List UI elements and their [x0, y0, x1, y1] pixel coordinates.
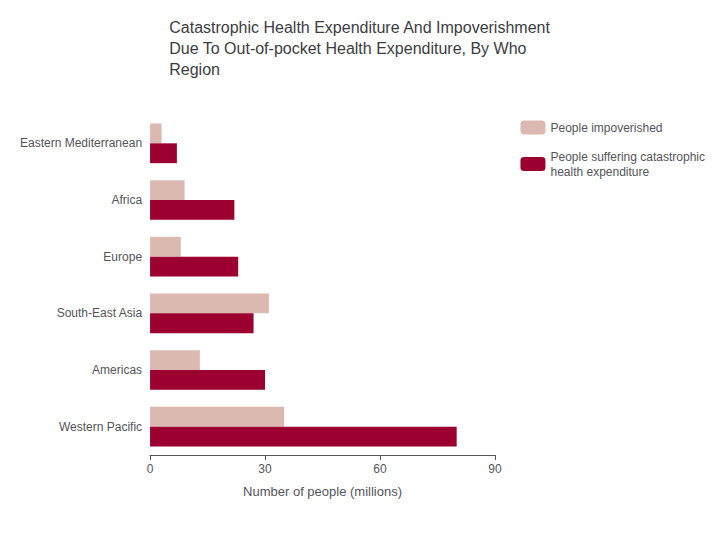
svg-text:0: 0: [147, 462, 154, 476]
svg-text:Number of people (millions): Number of people (millions): [243, 484, 402, 499]
svg-text:Europe: Europe: [103, 250, 142, 264]
svg-text:90: 90: [488, 462, 502, 476]
svg-text:South-East Asia: South-East Asia: [57, 306, 143, 320]
svg-text:60: 60: [373, 462, 387, 476]
svg-text:health expenditure: health expenditure: [550, 165, 649, 179]
svg-text:Eastern Mediterranean: Eastern Mediterranean: [20, 136, 142, 150]
svg-text:Due To Out-of-pocket Health Ex: Due To Out-of-pocket Health Expenditure,…: [169, 40, 526, 57]
svg-text:Catastrophic Health Expenditur: Catastrophic Health Expenditure And Impo…: [169, 19, 550, 36]
svg-text:Americas: Americas: [92, 363, 142, 377]
svg-text:People impoverished: People impoverished: [550, 121, 662, 135]
svg-text:Region: Region: [169, 61, 220, 78]
svg-text:30: 30: [258, 462, 272, 476]
svg-text:Africa: Africa: [111, 193, 142, 207]
svg-text:Western Pacific: Western Pacific: [59, 420, 142, 434]
svg-text:People suffering catastrophic: People suffering catastrophic: [550, 150, 705, 164]
